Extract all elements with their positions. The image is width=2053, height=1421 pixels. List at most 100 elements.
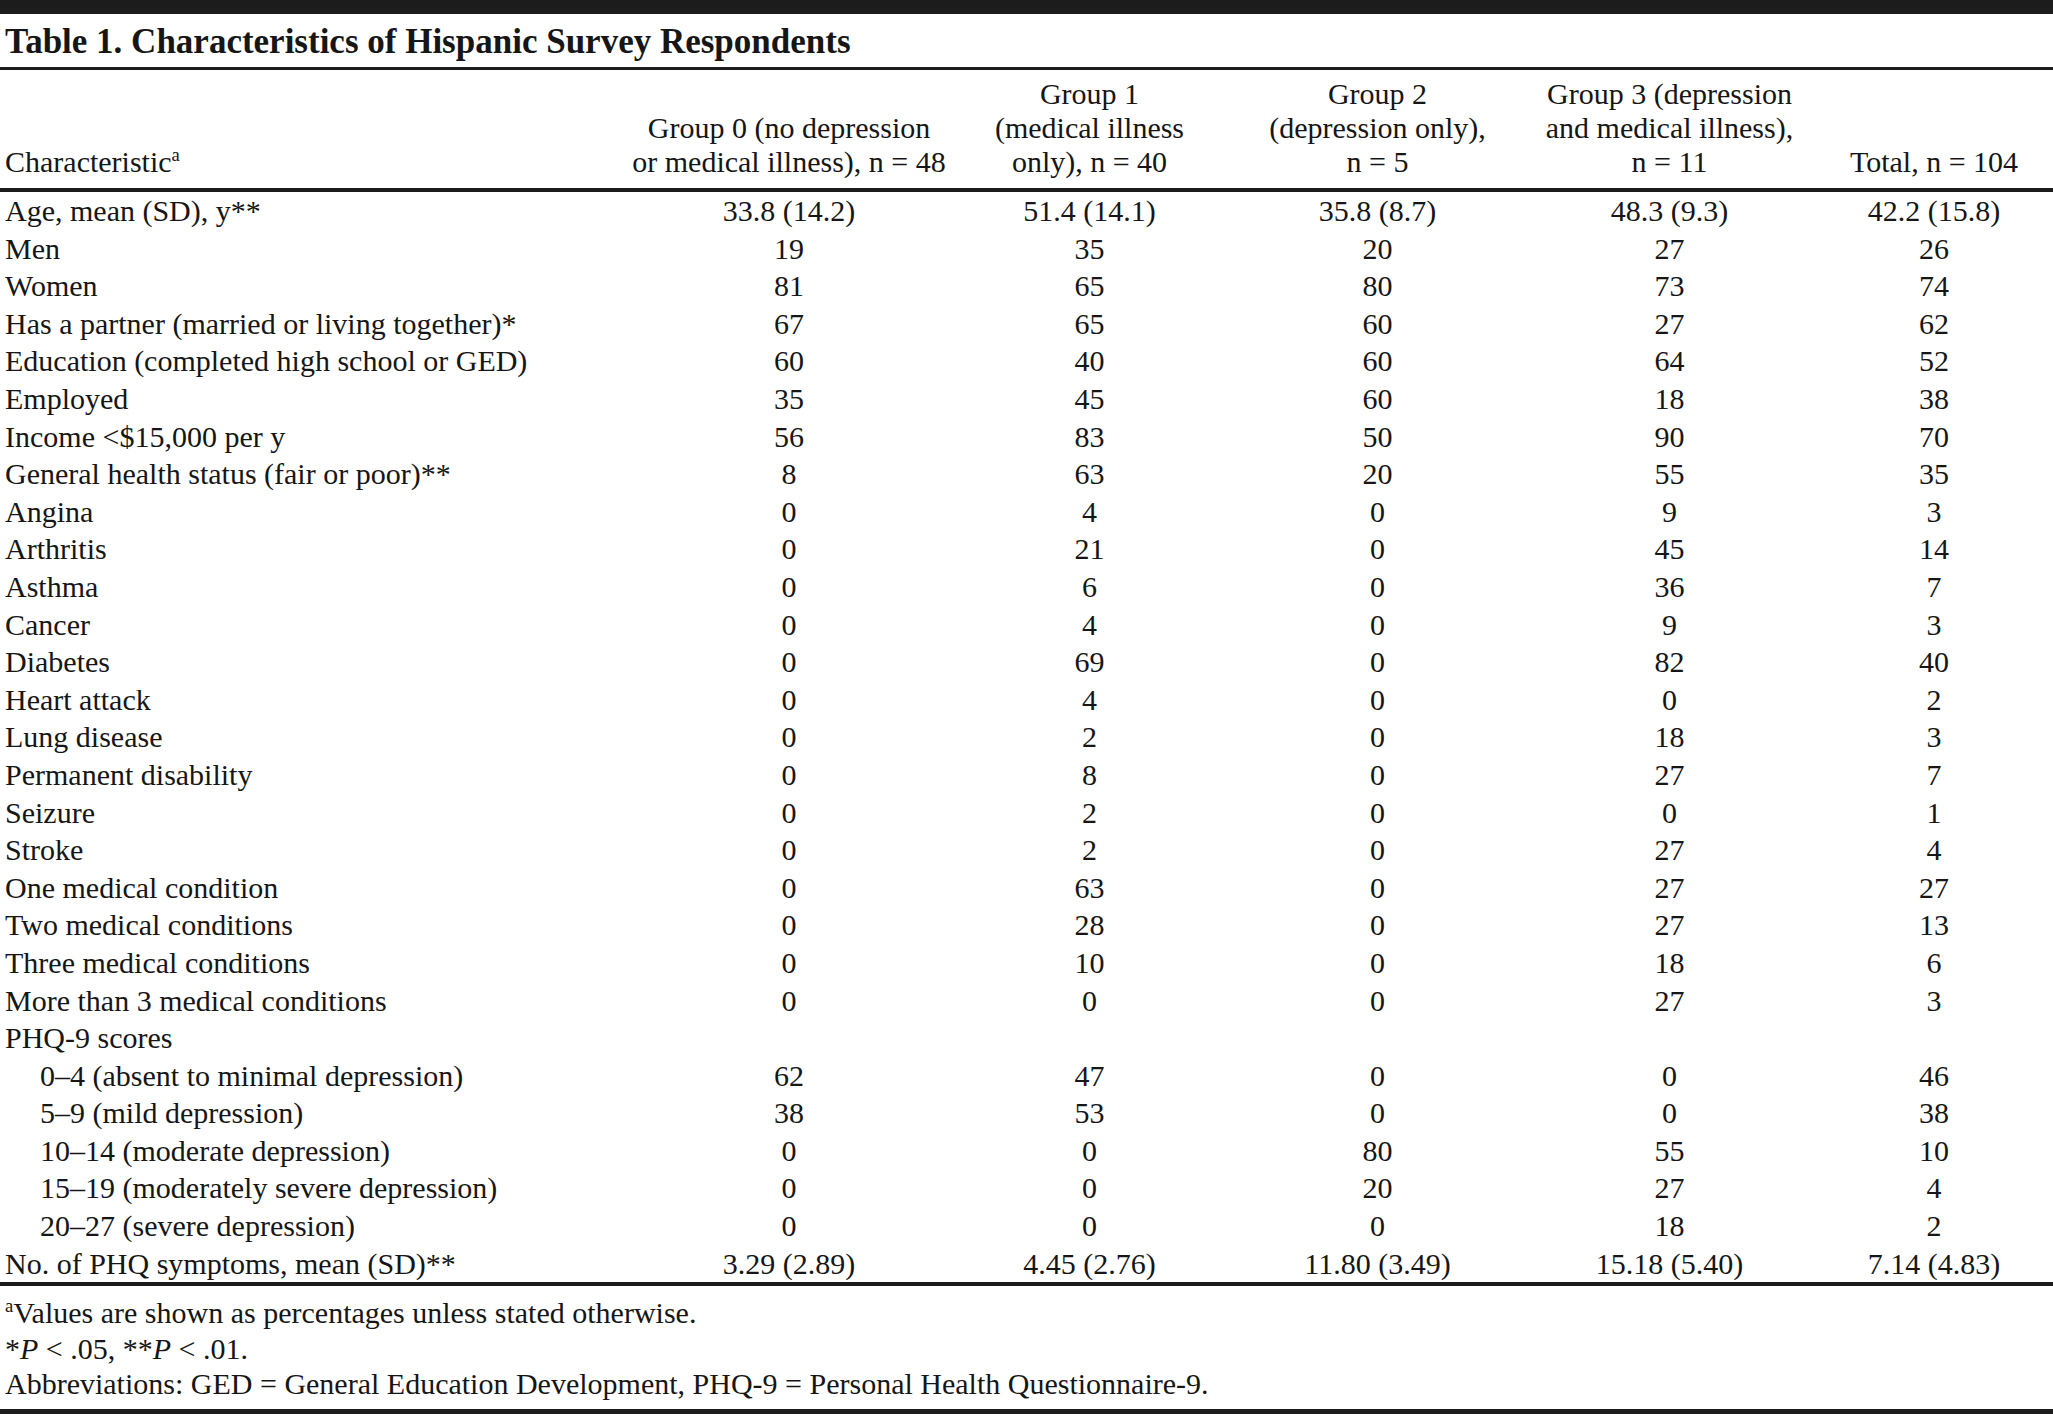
cell: 0 [1231,831,1524,869]
row-label: Angina [0,493,630,531]
cell: 27 [1524,1169,1815,1207]
cell: 4 [1815,1169,2053,1207]
cell: 18 [1524,380,1815,418]
cell: 0 [1231,718,1524,756]
cell: 50 [1231,418,1524,456]
cell: 33.8 (14.2) [630,190,948,230]
cell: 0 [630,530,948,568]
row-label: Seizure [0,794,630,832]
cell: 19 [630,230,948,268]
cell: 7 [1815,756,2053,794]
sig-rest-2: < .01. [171,1332,248,1365]
sig-rest-1: < .05, [38,1332,122,1365]
cell: 3 [1815,606,2053,644]
row-label: Cancer [0,606,630,644]
table-row: Age, mean (SD), y**33.8 (14.2)51.4 (14.1… [0,190,2053,230]
cell: 4 [948,606,1231,644]
cell: 18 [1524,944,1815,982]
cell: 0 [630,493,948,531]
cell: 60 [1231,380,1524,418]
cell: 27 [1524,831,1815,869]
table-row: Three medical conditions0100186 [0,944,2053,982]
row-label: 0–4 (absent to minimal depression) [0,1057,630,1095]
row-label: Asthma [0,568,630,606]
cell: 0 [1231,568,1524,606]
cell: 0 [1231,944,1524,982]
cell: 0 [630,906,948,944]
cell: 10 [948,944,1231,982]
row-label: 10–14 (moderate depression) [0,1132,630,1170]
top-rule [0,0,2053,14]
cell: 6 [948,568,1231,606]
cell: 20 [1231,455,1524,493]
cell: 4 [1815,831,2053,869]
cell: 45 [1524,530,1815,568]
cell: 3 [1815,493,2053,531]
cell: 13 [1815,906,2053,944]
cell: 53 [948,1094,1231,1132]
cell: 63 [948,869,1231,907]
cell: 4.45 (2.76) [948,1245,1231,1285]
cell: 0 [1231,794,1524,832]
cell: 82 [1524,643,1815,681]
row-label: Lung disease [0,718,630,756]
cell: 38 [1815,1094,2053,1132]
sig-star-2: ** [123,1332,153,1365]
cell: 20 [1231,1169,1524,1207]
table-title: Table 1. Characteristics of Hispanic Sur… [0,14,2053,70]
row-label: 15–19 (moderately severe depression) [0,1169,630,1207]
cell: 45 [948,380,1231,418]
cell: 2 [1815,681,2053,719]
column-header: Group 2(depression only),n = 5 [1231,70,1524,190]
cell: 2 [948,831,1231,869]
sig-p-1: P [20,1332,38,1365]
cell: 0 [1231,493,1524,531]
row-label: Stroke [0,831,630,869]
cell: 80 [1231,267,1524,305]
table-row: Education (completed high school or GED)… [0,342,2053,380]
cell: 60 [1231,305,1524,343]
table-row: Seizure02001 [0,794,2053,832]
cell: 74 [1815,267,2053,305]
table-row: PHQ-9 scores [0,1019,2053,1057]
cell: 80 [1231,1132,1524,1170]
table-row: No. of PHQ symptoms, mean (SD)**3.29 (2.… [0,1245,2053,1285]
cell [630,1019,948,1057]
cell: 0 [630,643,948,681]
cell: 0 [1231,643,1524,681]
row-label: More than 3 medical conditions [0,981,630,1019]
cell: 8 [948,756,1231,794]
table-row: Cancer04093 [0,606,2053,644]
table-row: 5–9 (mild depression)38530038 [0,1094,2053,1132]
cell: 0 [630,869,948,907]
cell: 14 [1815,530,2053,568]
table-row: 0–4 (absent to minimal depression)624700… [0,1057,2053,1095]
cell: 42.2 (15.8) [1815,190,2053,230]
cell [948,1019,1231,1057]
table-row: General health status (fair or poor)**86… [0,455,2053,493]
cell: 67 [630,305,948,343]
table-row: Employed3545601838 [0,380,2053,418]
cell: 6 [1815,944,2053,982]
cell: 26 [1815,230,2053,268]
row-label: Three medical conditions [0,944,630,982]
cell: 83 [948,418,1231,456]
table-row: Stroke020274 [0,831,2053,869]
row-label: One medical condition [0,869,630,907]
cell: 9 [1524,493,1815,531]
cell [1524,1019,1815,1057]
cell: 4 [948,493,1231,531]
cell: 52 [1815,342,2053,380]
cell: 73 [1524,267,1815,305]
cell: 3.29 (2.89) [630,1245,948,1285]
cell: 11.80 (3.49) [1231,1245,1524,1285]
table-row: Men1935202726 [0,230,2053,268]
cell: 0 [1231,530,1524,568]
cell: 27 [1524,756,1815,794]
row-label: Women [0,267,630,305]
cell: 0 [948,1169,1231,1207]
table-row: 20–27 (severe depression)000182 [0,1207,2053,1245]
cell: 0 [948,981,1231,1019]
cell: 40 [1815,643,2053,681]
cell: 20 [1231,230,1524,268]
